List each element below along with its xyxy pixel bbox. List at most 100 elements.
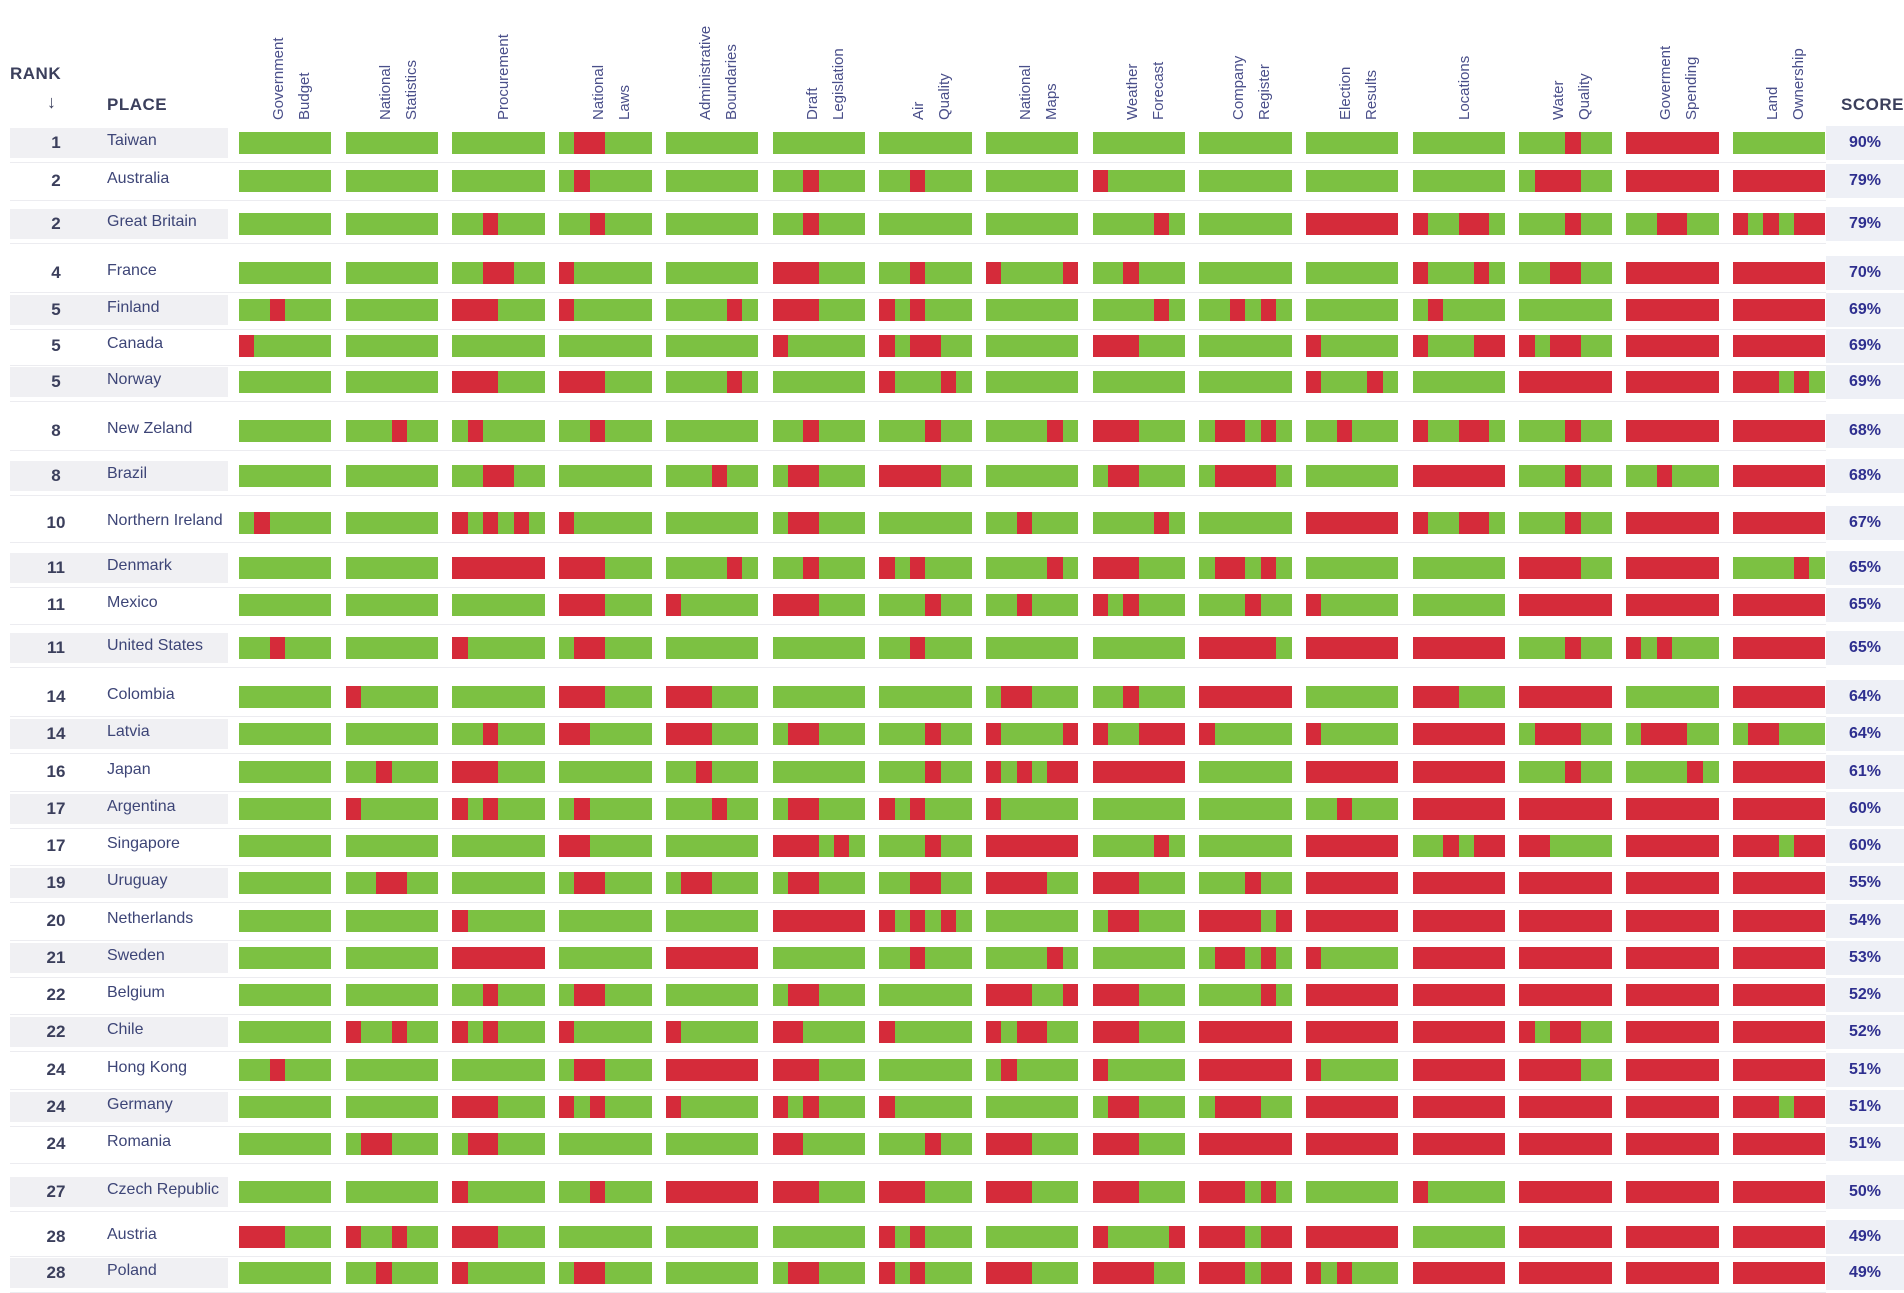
dataset-bar[interactable] [1306, 594, 1399, 616]
dataset-bar[interactable] [772, 299, 865, 321]
dataset-bar[interactable] [985, 872, 1079, 894]
dataset-bar[interactable] [559, 1059, 652, 1081]
column-header-12[interactable]: Water Quality [1519, 8, 1614, 120]
dataset-bar[interactable] [772, 420, 865, 442]
dataset-bar[interactable] [345, 512, 439, 534]
dataset-bar[interactable] [239, 910, 332, 932]
dataset-bar[interactable] [1092, 723, 1186, 745]
place-cell[interactable]: Colombia [107, 686, 175, 703]
dataset-bar[interactable] [1306, 1096, 1399, 1118]
dataset-bar[interactable] [1092, 1021, 1186, 1043]
dataset-bar[interactable] [1412, 594, 1506, 616]
sort-arrow-icon[interactable]: ↓ [47, 92, 56, 112]
dataset-bar[interactable] [985, 1133, 1079, 1155]
place-cell[interactable]: Canada [107, 335, 164, 352]
place-cell[interactable]: Latvia [107, 723, 150, 740]
dataset-bar[interactable] [1306, 1021, 1399, 1043]
dataset-bar[interactable] [559, 299, 652, 321]
dataset-bar[interactable] [1626, 761, 1719, 783]
dataset-bar[interactable] [1732, 872, 1826, 894]
dataset-bar[interactable] [345, 1226, 439, 1248]
dataset-bar[interactable] [1199, 371, 1292, 393]
dataset-bar[interactable] [665, 1096, 759, 1118]
place-cell[interactable]: Northern Ireland [107, 512, 223, 529]
dataset-bar[interactable] [239, 1021, 332, 1043]
dataset-bar[interactable] [879, 686, 972, 708]
dataset-bar[interactable] [239, 723, 332, 745]
dataset-bar[interactable] [985, 1262, 1079, 1284]
dataset-bar[interactable] [1626, 213, 1719, 235]
place-cell[interactable]: Singapore [107, 835, 180, 852]
dataset-bar[interactable] [772, 1021, 865, 1043]
dataset-bar[interactable] [1092, 1262, 1186, 1284]
dataset-bar[interactable] [879, 872, 972, 894]
dataset-bar[interactable] [1092, 557, 1186, 579]
dataset-bar[interactable] [1519, 1262, 1612, 1284]
column-header-11[interactable]: Locations [1413, 8, 1508, 120]
dataset-bar[interactable] [452, 1021, 545, 1043]
dataset-bar[interactable] [772, 1226, 865, 1248]
dataset-bar[interactable] [452, 557, 545, 579]
dataset-bar[interactable] [879, 262, 972, 284]
dataset-bar[interactable] [772, 686, 865, 708]
dataset-bar[interactable] [1306, 910, 1399, 932]
dataset-bar[interactable] [1412, 371, 1506, 393]
dataset-bar[interactable] [345, 761, 439, 783]
dataset-bar[interactable] [1519, 213, 1612, 235]
dataset-bar[interactable] [985, 1059, 1079, 1081]
dataset-bar[interactable] [1732, 947, 1826, 969]
place-cell[interactable]: Great Britain [107, 213, 197, 230]
dataset-bar[interactable] [345, 1181, 439, 1203]
dataset-bar[interactable] [345, 637, 439, 659]
dataset-bar[interactable] [985, 1226, 1079, 1248]
dataset-bar[interactable] [1626, 420, 1719, 442]
dataset-bar[interactable] [1306, 262, 1399, 284]
dataset-bar[interactable] [452, 1133, 545, 1155]
dataset-bar[interactable] [1519, 723, 1612, 745]
place-cell[interactable]: Uruguay [107, 872, 168, 889]
dataset-bar[interactable] [239, 299, 332, 321]
place-cell[interactable]: Brazil [107, 465, 148, 482]
dataset-bar[interactable] [1199, 1181, 1292, 1203]
dataset-bar[interactable] [345, 686, 439, 708]
dataset-bar[interactable] [1732, 132, 1826, 154]
dataset-bar[interactable] [1412, 798, 1506, 820]
column-header-7[interactable]: National Maps [986, 8, 1081, 120]
dataset-bar[interactable] [665, 761, 759, 783]
dataset-bar[interactable] [1412, 1226, 1506, 1248]
dataset-bar[interactable] [1199, 761, 1292, 783]
dataset-bar[interactable] [1412, 420, 1506, 442]
dataset-bar[interactable] [1092, 1181, 1186, 1203]
dataset-bar[interactable] [452, 686, 545, 708]
dataset-bar[interactable] [772, 512, 865, 534]
dataset-bar[interactable] [1732, 1059, 1826, 1081]
place-cell[interactable]: Japan [107, 761, 151, 778]
dataset-bar[interactable] [985, 420, 1079, 442]
dataset-bar[interactable] [239, 213, 332, 235]
dataset-bar[interactable] [345, 984, 439, 1006]
dataset-bar[interactable] [1199, 947, 1292, 969]
dataset-bar[interactable] [1412, 1096, 1506, 1118]
dataset-bar[interactable] [1626, 1181, 1719, 1203]
dataset-bar[interactable] [772, 170, 865, 192]
dataset-bar[interactable] [1306, 465, 1399, 487]
dataset-bar[interactable] [1412, 1059, 1506, 1081]
dataset-bar[interactable] [1092, 910, 1186, 932]
dataset-bar[interactable] [452, 594, 545, 616]
dataset-bar[interactable] [1306, 299, 1399, 321]
dataset-bar[interactable] [985, 132, 1079, 154]
dataset-bar[interactable] [559, 1096, 652, 1118]
dataset-bar[interactable] [559, 947, 652, 969]
dataset-bar[interactable] [665, 299, 759, 321]
dataset-bar[interactable] [1626, 170, 1719, 192]
dataset-bar[interactable] [1519, 1133, 1612, 1155]
place-cell[interactable]: Denmark [107, 557, 172, 574]
dataset-bar[interactable] [772, 947, 865, 969]
dataset-bar[interactable] [345, 213, 439, 235]
dataset-bar[interactable] [452, 872, 545, 894]
dataset-bar[interactable] [345, 594, 439, 616]
dataset-bar[interactable] [1732, 1096, 1826, 1118]
dataset-bar[interactable] [559, 1226, 652, 1248]
dataset-bar[interactable] [1519, 1226, 1612, 1248]
dataset-bar[interactable] [879, 557, 972, 579]
